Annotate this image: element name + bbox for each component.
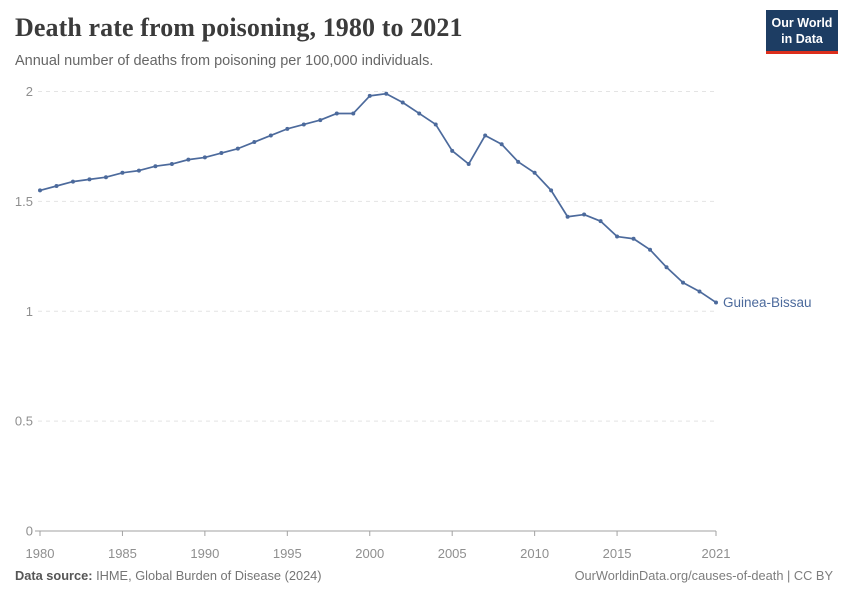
data-point[interactable] — [103, 175, 108, 180]
data-point[interactable] — [400, 100, 405, 105]
data-point[interactable] — [70, 179, 75, 184]
data-point[interactable] — [516, 159, 521, 164]
data-point[interactable] — [417, 111, 422, 116]
series-label[interactable]: Guinea-Bissau — [723, 295, 812, 310]
data-point[interactable] — [301, 122, 306, 127]
data-point[interactable] — [648, 247, 653, 252]
owid-credit-link[interactable]: OurWorldinData.org/causes-of-death | CC … — [574, 568, 833, 583]
y-tick-label: 1 — [26, 304, 33, 319]
data-point[interactable] — [631, 236, 636, 241]
data-point[interactable] — [384, 91, 389, 96]
data-point[interactable] — [334, 111, 339, 116]
data-point[interactable] — [318, 118, 323, 123]
data-point[interactable] — [499, 142, 504, 147]
chart-subtitle: Annual number of deaths from poisoning p… — [15, 53, 434, 69]
data-point[interactable] — [186, 157, 191, 162]
chart-footer: Data source: IHME, Global Burden of Dise… — [15, 568, 833, 588]
data-point[interactable] — [549, 188, 554, 193]
data-point[interactable] — [433, 122, 438, 127]
x-tick-label: 1980 — [26, 546, 55, 561]
y-tick-label: 1.5 — [15, 194, 33, 209]
owid-logo[interactable]: Our World in Data — [766, 10, 838, 54]
data-point[interactable] — [54, 183, 59, 188]
data-point[interactable] — [714, 300, 718, 305]
y-tick-label: 2 — [26, 84, 33, 99]
data-point[interactable] — [450, 148, 455, 153]
data-point[interactable] — [681, 280, 686, 285]
data-point[interactable] — [367, 93, 372, 98]
data-point[interactable] — [235, 146, 240, 151]
x-tick-label: 1985 — [108, 546, 137, 561]
x-tick-label: 1990 — [190, 546, 219, 561]
data-point[interactable] — [87, 177, 92, 182]
data-source-note: Data source: IHME, Global Burden of Dise… — [15, 568, 322, 583]
x-tick-label: 2010 — [520, 546, 549, 561]
x-tick-label: 2005 — [438, 546, 467, 561]
data-point[interactable] — [136, 168, 141, 173]
data-point[interactable] — [598, 219, 603, 224]
owid-logo-line2: in Data — [781, 32, 823, 46]
data-point[interactable] — [351, 111, 356, 116]
page-title: Death rate from poisoning, 1980 to 2021 — [15, 13, 463, 42]
x-tick-label: 2021 — [702, 546, 731, 561]
data-point[interactable] — [565, 214, 570, 219]
data-point[interactable] — [582, 212, 587, 217]
data-point[interactable] — [202, 155, 207, 160]
data-point[interactable] — [664, 265, 669, 270]
data-point[interactable] — [153, 164, 158, 169]
series-line[interactable] — [39, 92, 717, 304]
data-point[interactable] — [169, 162, 174, 167]
data-point[interactable] — [466, 162, 471, 167]
data-point[interactable] — [483, 133, 488, 138]
data-point[interactable] — [268, 133, 273, 138]
data-source-text: IHME, Global Burden of Disease (2024) — [92, 568, 322, 583]
data-point[interactable] — [252, 140, 257, 145]
data-point[interactable] — [38, 188, 42, 193]
data-point[interactable] — [120, 170, 125, 175]
y-tick-label: 0 — [26, 524, 33, 539]
x-tick-label: 2015 — [603, 546, 632, 561]
data-source-label: Data source: — [15, 568, 93, 583]
data-point[interactable] — [615, 234, 620, 239]
owid-logo-line1: Our World — [771, 16, 833, 30]
data-point[interactable] — [219, 151, 224, 156]
data-point[interactable] — [697, 289, 702, 294]
x-tick-label: 1995 — [273, 546, 302, 561]
y-tick-label: 0.5 — [15, 414, 33, 429]
data-point[interactable] — [532, 170, 537, 175]
data-point[interactable] — [285, 126, 290, 131]
x-tick-label: 2000 — [355, 546, 384, 561]
